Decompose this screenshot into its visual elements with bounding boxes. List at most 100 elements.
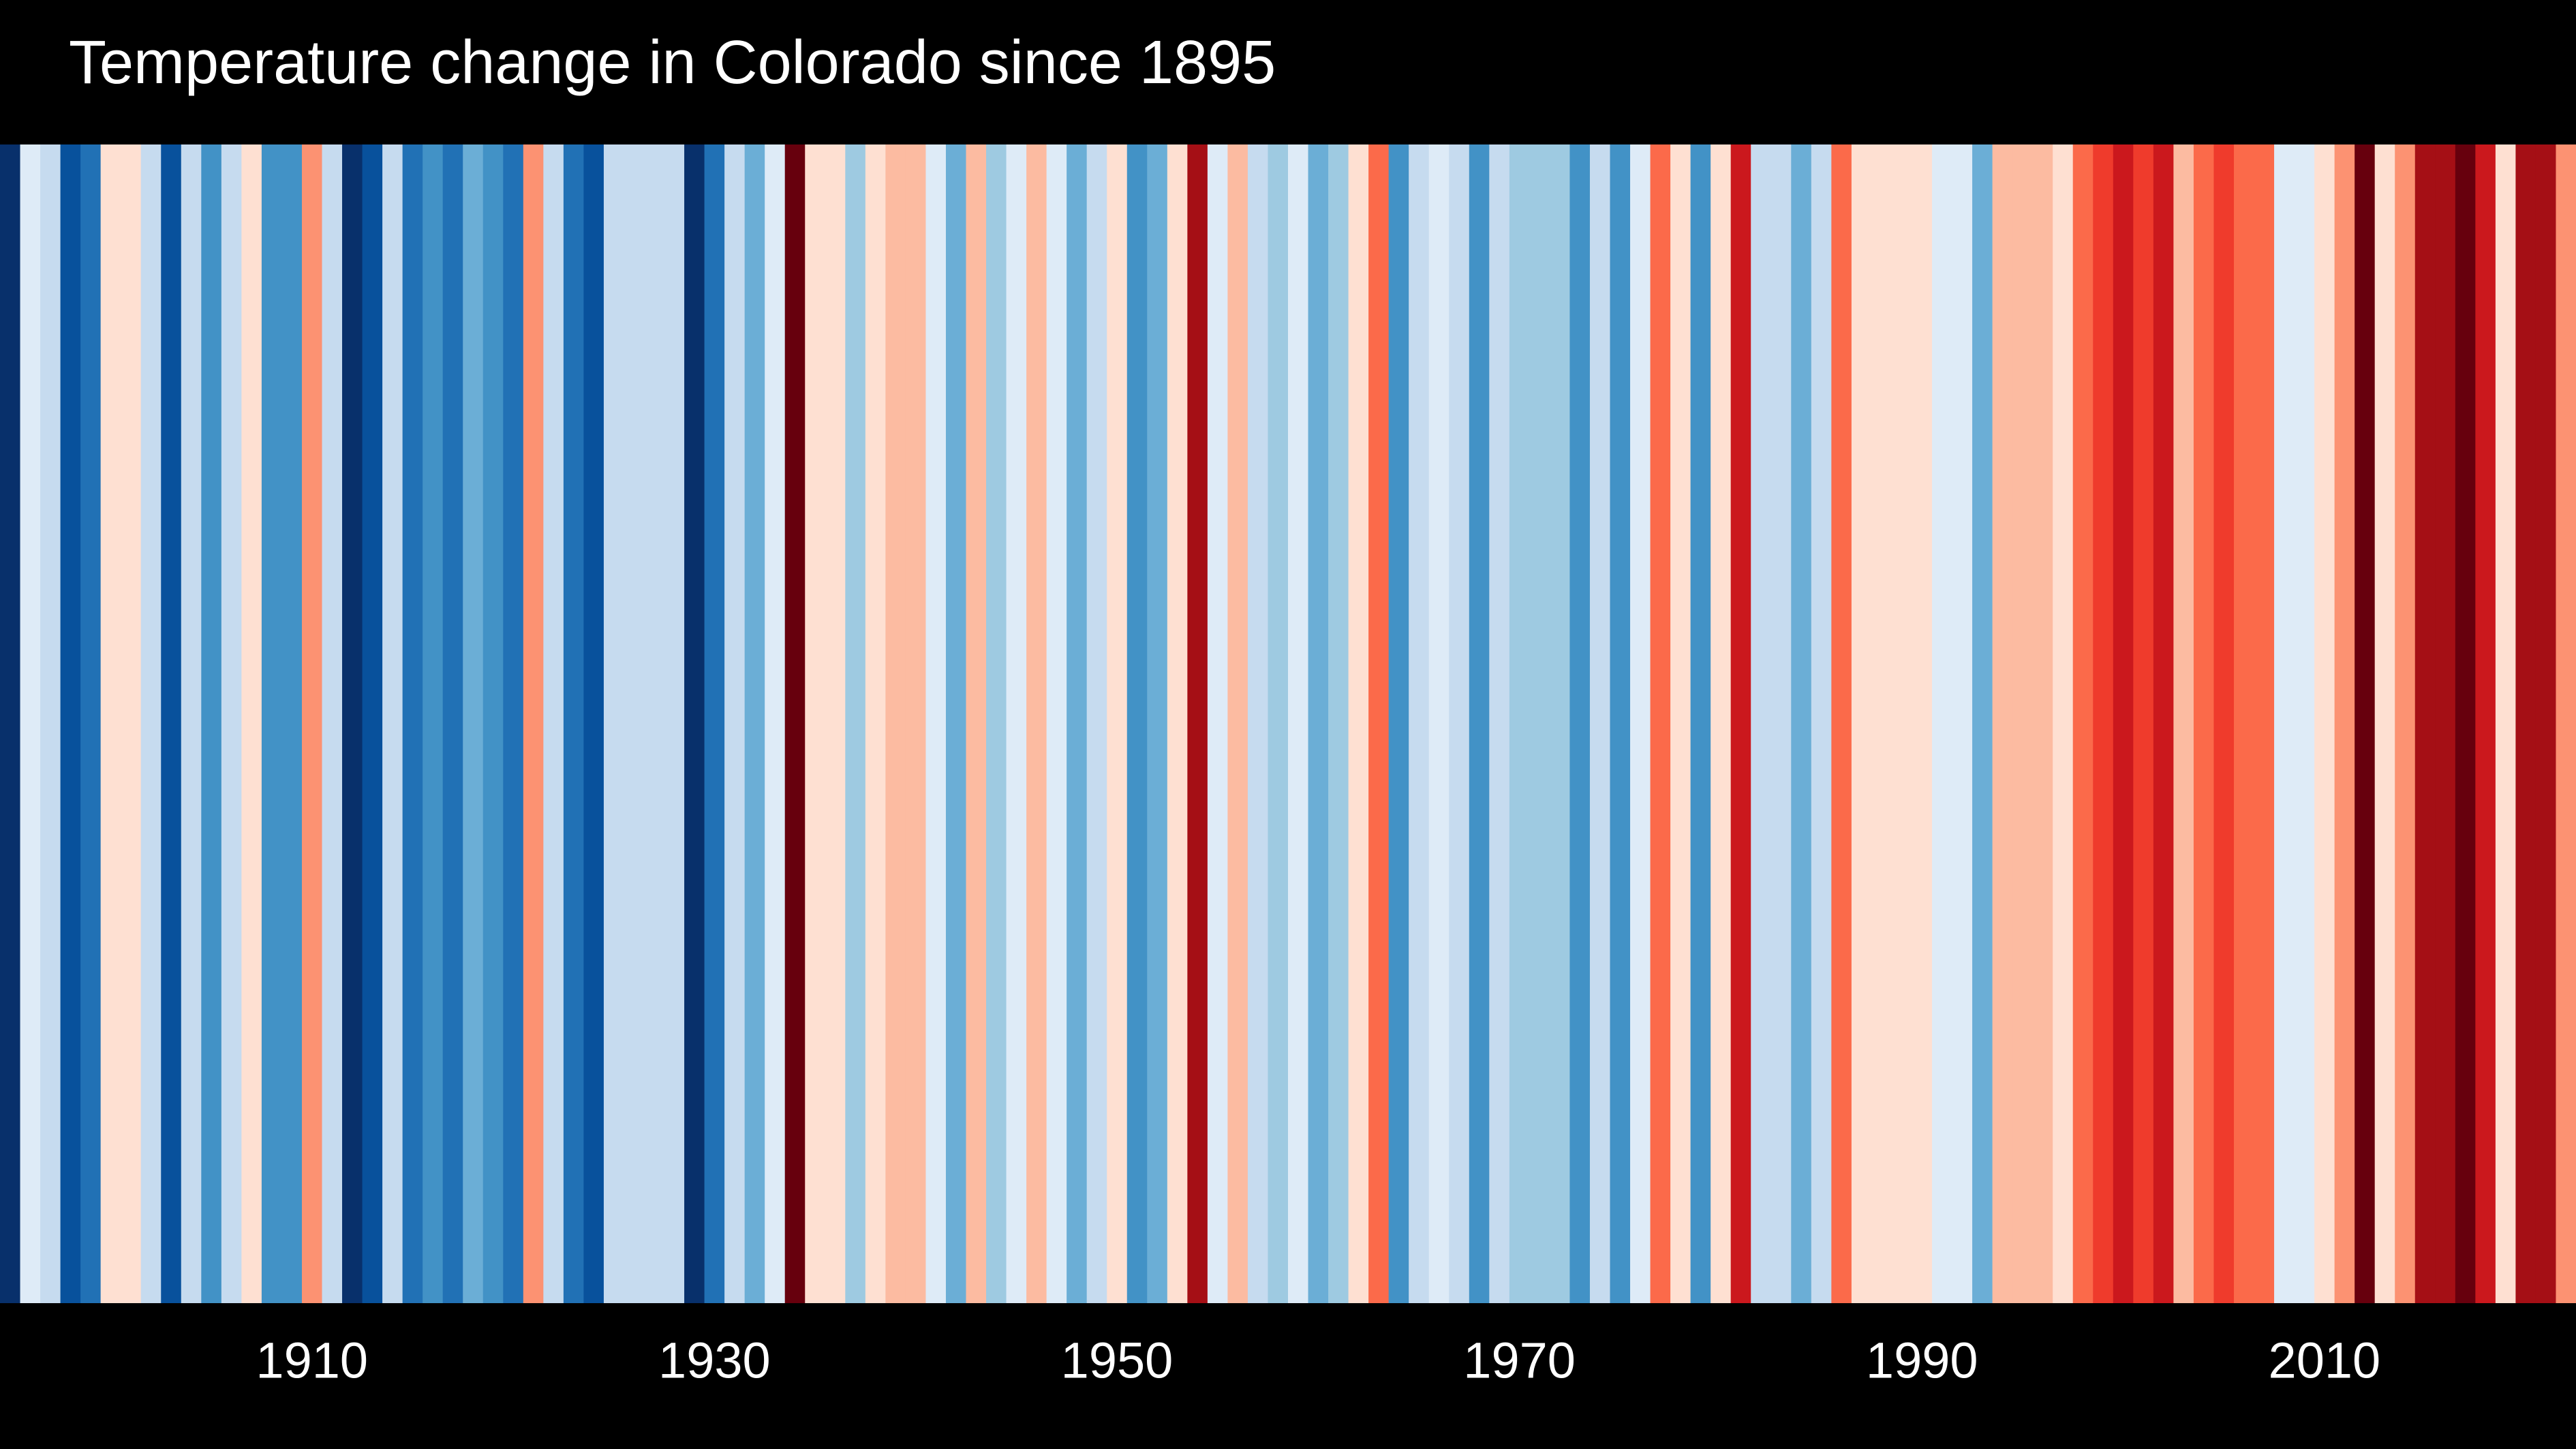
- stripe: [1690, 144, 1711, 1303]
- stripe: [765, 144, 786, 1303]
- stripe: [925, 144, 947, 1303]
- stripe: [1972, 144, 1993, 1303]
- x-tick-label: 1970: [1463, 1332, 1576, 1389]
- stripe: [2072, 144, 2094, 1303]
- stripe: [322, 144, 343, 1303]
- stripe: [1308, 144, 1329, 1303]
- stripe: [1026, 144, 1047, 1303]
- stripe: [805, 144, 826, 1303]
- stripe: [1328, 144, 1349, 1303]
- stripe: [945, 144, 966, 1303]
- stripe: [442, 144, 463, 1303]
- stripe: [402, 144, 423, 1303]
- stripe: [1227, 144, 1248, 1303]
- stripe: [664, 144, 685, 1303]
- stripe: [1388, 144, 1409, 1303]
- stripe: [744, 144, 765, 1303]
- stripe: [2093, 144, 2114, 1303]
- stripe: [2213, 144, 2235, 1303]
- stripe: [845, 144, 866, 1303]
- stripe: [2374, 144, 2395, 1303]
- stripe: [1569, 144, 1591, 1303]
- x-tick-label: 1910: [256, 1332, 368, 1389]
- stripe: [2334, 144, 2355, 1303]
- stripe: [1126, 144, 1148, 1303]
- stripe: [1509, 144, 1530, 1303]
- stripe: [1409, 144, 1430, 1303]
- stripe: [2515, 144, 2536, 1303]
- x-tick-label: 1990: [1866, 1332, 1978, 1389]
- stripe: [724, 144, 746, 1303]
- stripe: [1549, 144, 1570, 1303]
- stripe: [1046, 144, 1067, 1303]
- stripe: [1368, 144, 1390, 1303]
- stripe: [382, 144, 403, 1303]
- stripe: [1932, 144, 1953, 1303]
- stripe: [2455, 144, 2476, 1303]
- stripe: [885, 144, 906, 1303]
- stripe: [2254, 144, 2275, 1303]
- stripe: [1449, 144, 1470, 1303]
- stripe: [583, 144, 604, 1303]
- stripe: [60, 144, 81, 1303]
- stripe: [2133, 144, 2154, 1303]
- stripe: [2032, 144, 2053, 1303]
- stripe: [2173, 144, 2194, 1303]
- stripe: [40, 144, 61, 1303]
- stripe: [482, 144, 504, 1303]
- stripe: [2294, 144, 2315, 1303]
- stripe: [2012, 144, 2034, 1303]
- stripe: [1469, 144, 1490, 1303]
- stripe: [1489, 144, 1510, 1303]
- stripe: [1187, 144, 1208, 1303]
- stripe: [1268, 144, 1289, 1303]
- stripe: [261, 144, 282, 1303]
- stripe: [865, 144, 886, 1303]
- stripe: [281, 144, 303, 1303]
- stripe: [966, 144, 987, 1303]
- stripe: [80, 144, 102, 1303]
- stripe: [201, 144, 222, 1303]
- stripe: [825, 144, 846, 1303]
- stripe: [423, 144, 444, 1303]
- stripe: [301, 144, 322, 1303]
- stripe: [684, 144, 705, 1303]
- stripe: [2153, 144, 2174, 1303]
- stripe: [704, 144, 725, 1303]
- stripe: [181, 144, 202, 1303]
- stripe: [1831, 144, 1852, 1303]
- stripe: [1589, 144, 1610, 1303]
- stripe: [1067, 144, 1088, 1303]
- stripe: [1348, 144, 1369, 1303]
- stripe: [20, 144, 41, 1303]
- stripe: [1711, 144, 1732, 1303]
- stripe: [2535, 144, 2556, 1303]
- stripe: [1630, 144, 1651, 1303]
- stripe: [241, 144, 262, 1303]
- stripe: [1751, 144, 1772, 1303]
- stripe: [2435, 144, 2456, 1303]
- stripe: [2395, 144, 2416, 1303]
- stripe: [463, 144, 484, 1303]
- stripe: [2495, 144, 2516, 1303]
- stripe: [2414, 144, 2436, 1303]
- stripe: [1147, 144, 1168, 1303]
- x-tick-label: 2010: [2269, 1332, 2381, 1389]
- stripe: [342, 144, 363, 1303]
- stripe: [2233, 144, 2254, 1303]
- stripe: [563, 144, 584, 1303]
- stripe: [1247, 144, 1268, 1303]
- stripe: [1791, 144, 1812, 1303]
- stripe: [1770, 144, 1792, 1303]
- stripe: [1107, 144, 1128, 1303]
- stripe: [1992, 144, 2013, 1303]
- stripe: [1529, 144, 1550, 1303]
- stripe: [1912, 144, 1933, 1303]
- stripe: [362, 144, 383, 1303]
- stripe: [1670, 144, 1691, 1303]
- stripe: [2556, 144, 2576, 1303]
- stripe: [1610, 144, 1631, 1303]
- x-tick-label: 1930: [658, 1332, 771, 1389]
